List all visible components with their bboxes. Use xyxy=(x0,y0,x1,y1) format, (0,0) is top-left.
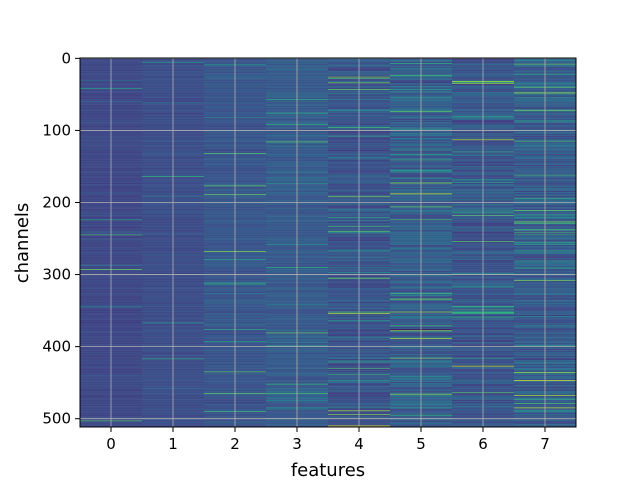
y-tick-label: 200 xyxy=(42,194,71,212)
x-tick-label: 1 xyxy=(168,435,178,453)
x-tick-label: 3 xyxy=(292,435,302,453)
heatmap-cells xyxy=(80,58,577,428)
x-axis: 0 1 2 3 4 5 6 7 xyxy=(106,427,550,453)
grid-lines xyxy=(80,57,576,427)
x-axis-title: features xyxy=(291,460,365,480)
x-tick-label: 6 xyxy=(478,435,488,453)
y-tick-label: 0 xyxy=(61,49,71,67)
x-tick-label: 2 xyxy=(230,435,240,453)
x-tick-label: 5 xyxy=(416,435,426,453)
y-tick-label: 500 xyxy=(42,410,71,428)
x-tick-label: 7 xyxy=(540,435,550,453)
y-tick-label: 400 xyxy=(42,338,71,356)
y-tick-label: 300 xyxy=(42,266,71,284)
y-axis: 0 100 200 300 400 500 xyxy=(42,49,80,428)
x-tick-label: 0 xyxy=(106,435,116,453)
plot-frame xyxy=(79,57,577,428)
y-axis-title: channels xyxy=(12,203,33,284)
y-tick-label: 100 xyxy=(42,121,71,139)
x-tick-label: 4 xyxy=(354,435,364,453)
